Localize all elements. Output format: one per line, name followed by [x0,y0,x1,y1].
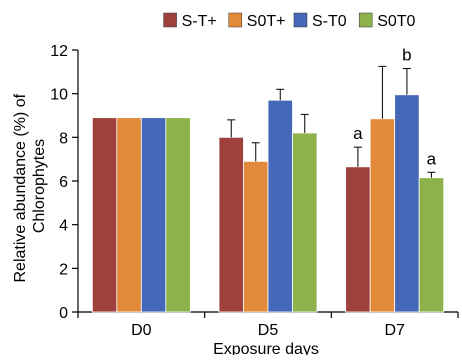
significance-label: b [402,46,411,65]
bar [140,117,167,313]
y-axis-label-line-1: Relative abundance (%) of [12,93,29,282]
y-tick-label: 10 [50,87,68,104]
bar [243,160,269,313]
bar [116,117,142,313]
legend-swatch [358,12,373,28]
annotations: a b a [353,46,437,169]
legend-label: S0T+ [247,13,286,30]
legend-label: S-T+ [182,13,217,30]
legend-swatch [293,12,308,28]
bar [418,177,445,313]
bar [345,166,371,313]
bar [292,132,318,313]
bar [394,94,420,313]
legend-label: S-T0 [312,13,347,30]
y-axis: 0 2 4 6 8 10 12 [50,43,79,322]
legend-label: S0T0 [377,13,415,30]
y-axis-label-line-2: Chlorophytes [31,139,48,233]
x-axis-label: Exposure days [213,341,319,355]
significance-label: a [427,149,437,168]
legend-swatch [163,12,177,28]
x-tick-label: D7 [384,322,405,339]
bar [91,117,118,313]
x-tick-label: D5 [258,322,279,339]
bar [218,136,244,313]
bar [369,118,396,313]
error-bars [227,65,436,178]
y-axis-label: Relative abundance (%) of Chlorophytes [12,89,48,282]
y-tick-label: 4 [59,218,68,235]
x-tick-label: D0 [131,322,152,339]
bars [91,94,445,313]
bar [267,99,293,313]
y-tick-label: 2 [59,261,68,278]
legend-swatch [228,12,243,28]
bar [165,117,191,313]
y-tick-label: 8 [59,130,68,147]
significance-label: a [353,124,363,143]
x-axis: D0 D5 D7 [77,311,459,339]
y-tick-label: 12 [50,43,68,60]
y-tick-label: 0 [59,305,68,322]
y-tick-label: 6 [59,174,68,191]
legend: S-T+ S0T+ S-T0 S0T0 [163,12,416,30]
